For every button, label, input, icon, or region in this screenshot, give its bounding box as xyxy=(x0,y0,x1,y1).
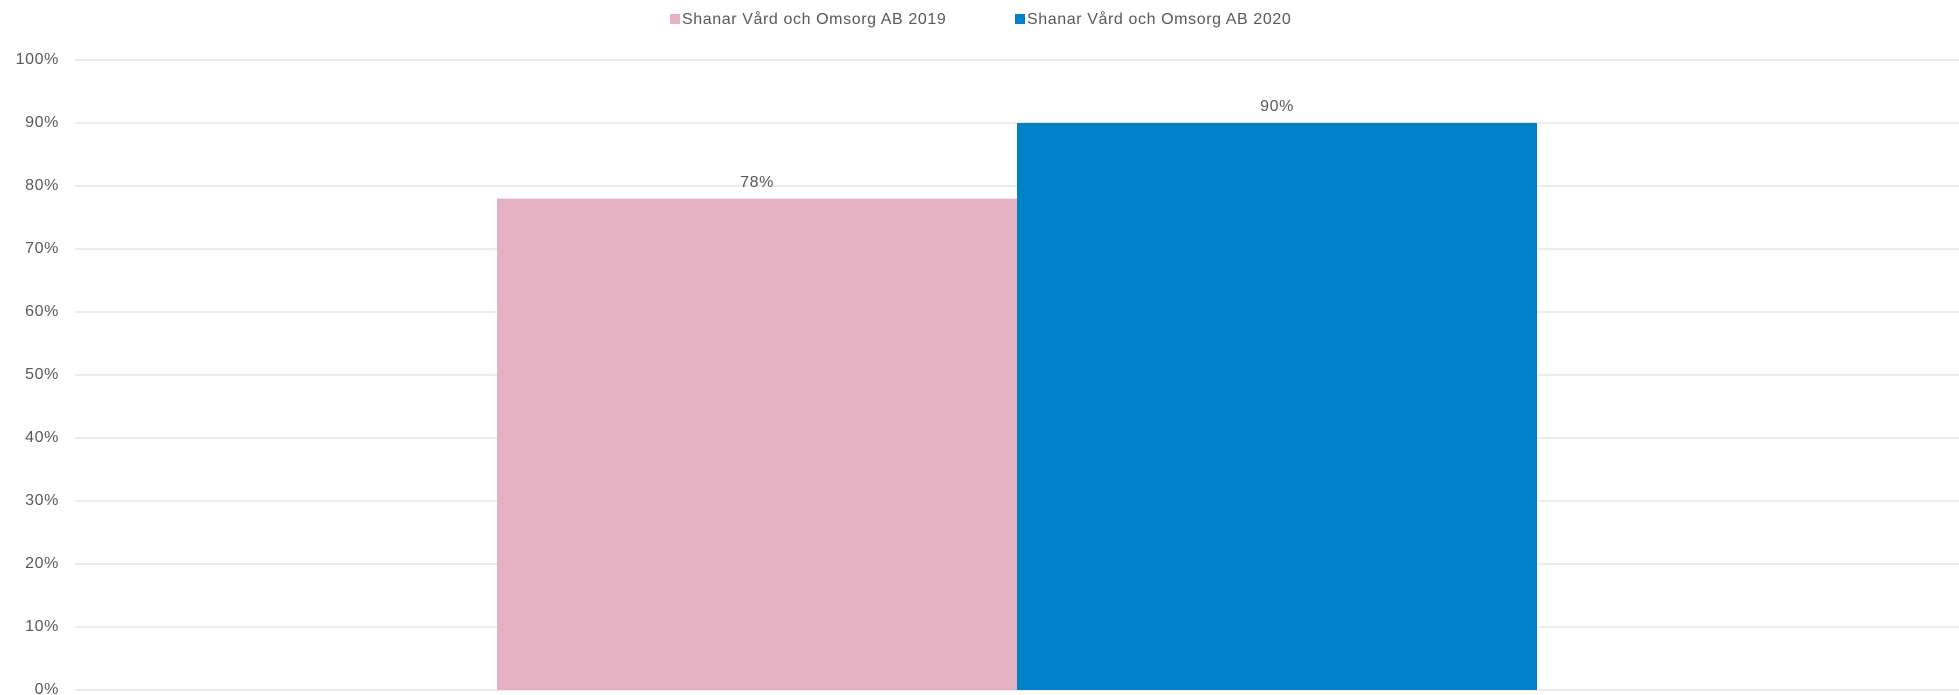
y-tick-label: 100% xyxy=(16,51,59,68)
y-tick-label: 10% xyxy=(25,618,59,635)
y-tick-label: 0% xyxy=(35,681,59,695)
legend-label: Shanar Vård och Omsorg AB 2019 xyxy=(682,10,946,28)
y-tick-label: 60% xyxy=(25,303,59,320)
y-tick-label: 20% xyxy=(25,555,59,572)
legend-label: Shanar Vård och Omsorg AB 2020 xyxy=(1027,10,1291,28)
bar xyxy=(497,198,1017,690)
data-label: 78% xyxy=(740,174,774,191)
y-tick-label: 80% xyxy=(25,177,59,194)
data-label: 90% xyxy=(1260,98,1294,115)
y-tick-label: 90% xyxy=(25,114,59,131)
bar xyxy=(1017,123,1537,690)
legend-swatch xyxy=(1015,14,1025,24)
y-tick-label: 70% xyxy=(25,240,59,257)
y-tick-label: 30% xyxy=(25,492,59,509)
y-tick-label: 40% xyxy=(25,429,59,446)
legend-swatch xyxy=(670,14,680,24)
y-tick-label: 50% xyxy=(25,366,59,383)
